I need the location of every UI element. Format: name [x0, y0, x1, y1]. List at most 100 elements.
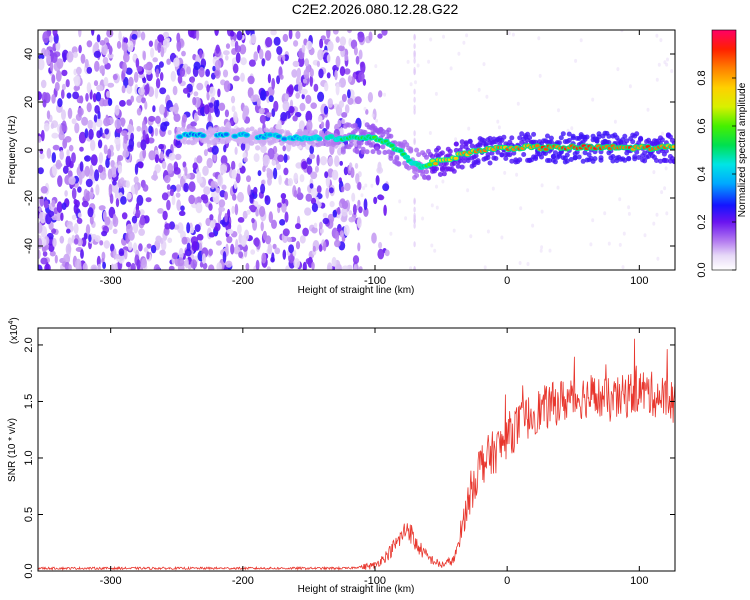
noise-speckle [236, 30, 243, 41]
ridge-halo [396, 161, 402, 166]
noise-speckle [182, 87, 190, 94]
noise-speckle [154, 87, 159, 99]
faint-speckle [477, 87, 481, 92]
noise-speckle [123, 249, 128, 260]
ridge-halo [501, 134, 507, 140]
ridge-halo [439, 150, 445, 156]
noise-speckle [327, 40, 334, 52]
noise-speckle [343, 224, 350, 236]
faint-speckle [503, 170, 507, 175]
noise-speckle [71, 214, 77, 220]
bottom-y-tick-label: 1.0 [23, 450, 35, 465]
noise-speckle [131, 215, 138, 224]
noise-speckle [78, 30, 82, 38]
noise-speckle [102, 56, 109, 65]
ridge-halo [517, 157, 523, 163]
noise-speckle [267, 243, 273, 254]
noise-speckle [152, 105, 156, 113]
noise-speckle [341, 186, 345, 193]
noise-speckle [133, 176, 139, 184]
noise-speckle [316, 60, 320, 68]
noise-speckle [308, 153, 316, 160]
top-y-tick-label: 40 [23, 48, 35, 60]
ridge-halo [511, 150, 517, 156]
snr-plot-area [38, 328, 675, 571]
ridge-halo [564, 158, 570, 164]
noise-speckle [90, 139, 96, 151]
noise-speckle [62, 165, 69, 174]
noise-speckle [282, 145, 287, 152]
noise-speckle [378, 90, 383, 98]
noise-speckle [84, 155, 91, 162]
faint-speckle [657, 62, 661, 67]
faint-speckle [652, 221, 656, 226]
noise-speckle [161, 160, 167, 170]
noise-speckle [43, 200, 49, 209]
noise-speckle [288, 244, 294, 254]
ridge-halo [592, 156, 598, 162]
noise-speckle [279, 219, 286, 226]
noise-speckle [38, 167, 44, 175]
ridge-halo [211, 128, 217, 134]
noise-speckle [38, 222, 43, 234]
noise-speckle [89, 215, 94, 225]
noise-speckle [96, 84, 104, 92]
noise-speckle [87, 207, 94, 218]
noise-speckle [60, 212, 64, 221]
noise-speckle [75, 258, 82, 270]
faint-speckle [515, 172, 519, 177]
noise-speckle [230, 39, 235, 47]
ridge-core [427, 163, 433, 167]
noise-speckle [51, 152, 56, 163]
ridge-halo [556, 140, 562, 146]
faint-speckle [661, 131, 664, 136]
noise-speckle [188, 181, 196, 193]
noise-speckle [121, 42, 128, 52]
noise-speckle [303, 68, 310, 80]
ridge-halo [509, 158, 515, 164]
noise-speckle [384, 249, 390, 257]
noise-speckle [354, 162, 359, 169]
noise-speckle [245, 30, 251, 36]
noise-speckle [274, 247, 281, 255]
noise-speckle [52, 30, 58, 37]
ridge-core [433, 162, 438, 166]
ridge-halo [659, 137, 665, 143]
noise-speckle [119, 100, 126, 107]
colorbar-tick-label: 0.0 [696, 262, 708, 277]
faint-speckle [421, 216, 425, 221]
noise-speckle [258, 107, 265, 115]
ridge-halo [636, 155, 642, 160]
ridge-halo [437, 172, 443, 177]
top-x-tick-label: -100 [364, 275, 386, 287]
noise-speckle [77, 186, 82, 193]
noise-speckle [64, 136, 72, 143]
noise-speckle [255, 259, 260, 270]
ridge-halo [414, 173, 420, 178]
noise-speckle [40, 79, 47, 89]
noise-speckle [378, 195, 385, 201]
noise-speckle [341, 93, 347, 103]
noise-speckle [173, 57, 180, 67]
ridge-halo [564, 152, 570, 158]
noise-speckle [243, 105, 250, 117]
noise-speckle [250, 33, 257, 44]
noise-speckle [237, 217, 245, 223]
noise-speckle [341, 112, 348, 118]
noise-speckle [259, 206, 266, 217]
noise-speckle [150, 244, 157, 254]
noise-speckle [236, 168, 241, 174]
top-x-tick-label: -200 [232, 275, 254, 287]
ridge-halo [422, 174, 428, 180]
noise-speckle [355, 173, 360, 185]
noise-speckle [122, 61, 127, 74]
noise-speckle [281, 202, 287, 213]
faint-speckle [375, 118, 379, 123]
noise-speckle [272, 243, 277, 250]
noise-speckle [127, 241, 133, 251]
faint-speckle [404, 216, 408, 221]
ridge-halo [552, 159, 558, 165]
bottom-x-tick-label: 100 [630, 575, 648, 587]
noise-speckle [163, 121, 170, 127]
snr-axes: -300 -200 -100 0 100 0.0 0.5 1.0 1.5 2.0 [23, 328, 675, 587]
